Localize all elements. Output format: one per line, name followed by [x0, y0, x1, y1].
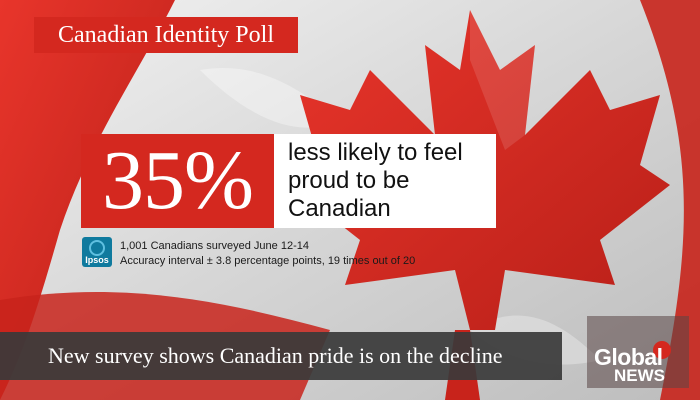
- stat-percent: 35%: [102, 134, 254, 227]
- ipsos-logo-icon: Ipsos: [82, 237, 112, 267]
- brand-line-2: NEWS: [614, 366, 665, 385]
- global-news-globe-icon: [653, 341, 671, 359]
- poll-title-banner: Canadian Identity Poll: [34, 17, 298, 53]
- stat-description-panel: less likely to feel proud to be Canadian: [274, 134, 496, 228]
- brand-line-1: Global: [594, 344, 663, 370]
- stat-description: less likely to feel proud to be Canadian: [288, 139, 463, 222]
- ipsos-logo-text: Ipsos: [85, 255, 109, 265]
- headline-text: New survey shows Canadian pride is on th…: [48, 343, 503, 368]
- survey-detail-line-2: Accuracy interval ± 3.8 percentage point…: [120, 255, 416, 267]
- poll-title: Canadian Identity Poll: [58, 21, 274, 48]
- stat-percent-panel: 35%: [81, 134, 274, 228]
- survey-detail-line-1: 1,001 Canadians surveyed June 12-14: [120, 240, 309, 252]
- global-news-logo-icon: [587, 316, 689, 388]
- headline-lower-third: New survey shows Canadian pride is on th…: [0, 332, 562, 380]
